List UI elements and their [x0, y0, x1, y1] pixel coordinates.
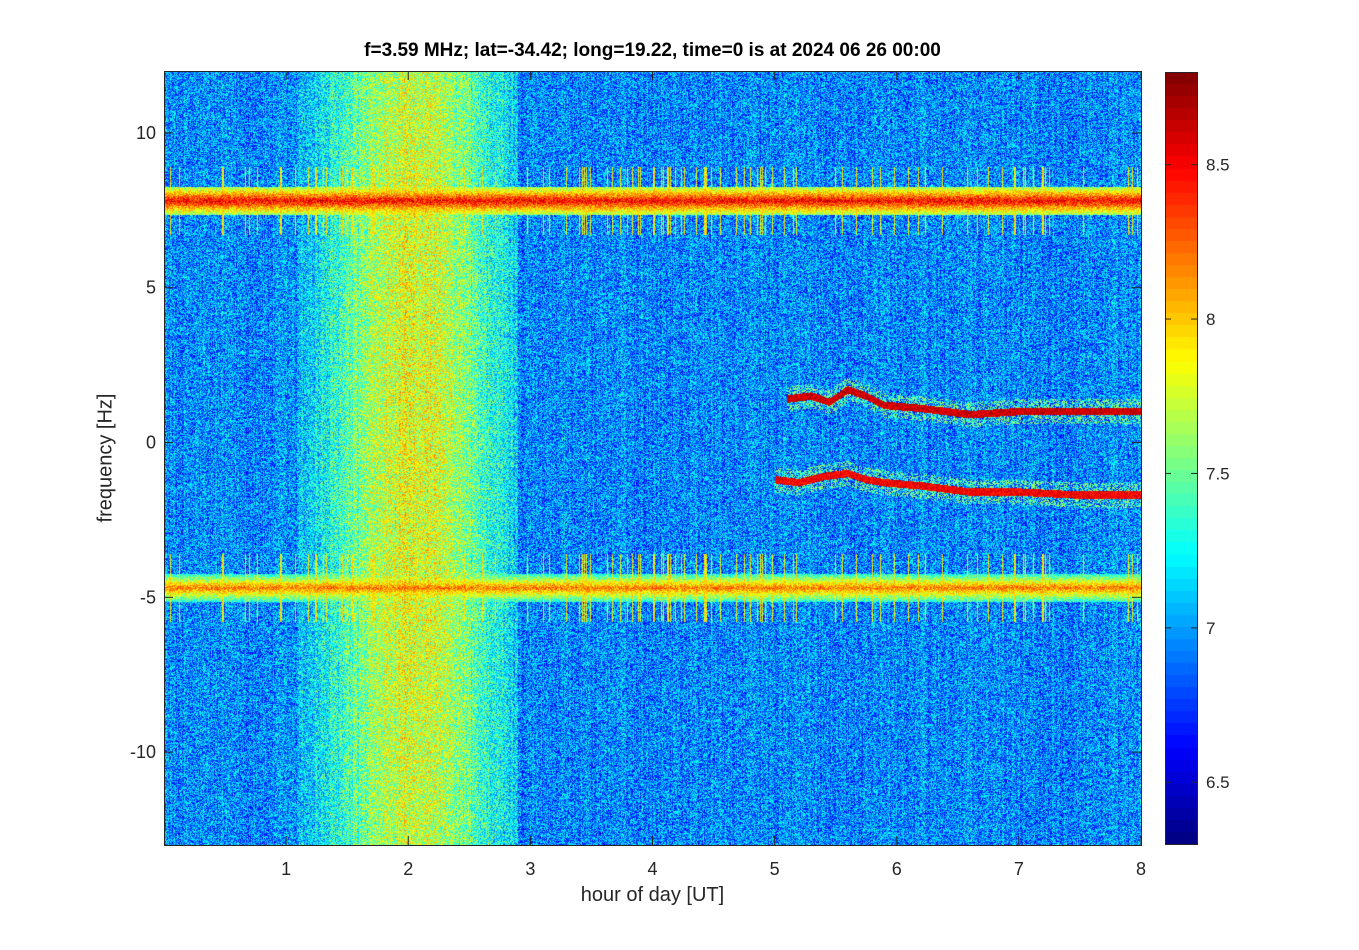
- x-tick-label: 2: [403, 859, 413, 879]
- x-tick-label: 3: [525, 859, 535, 879]
- axes-frame: [164, 71, 1198, 846]
- x-tick-label: 5: [770, 859, 780, 879]
- colorbar-tick-label: 8.5: [1206, 156, 1230, 175]
- y-tick-label: -10: [130, 742, 156, 762]
- colorbar-tick-label: 7.5: [1206, 464, 1230, 483]
- y-axis: -10 -5 0 5 10: [130, 123, 1141, 762]
- x-tick-label: 4: [647, 859, 657, 879]
- colorbar-gradient: [1165, 72, 1197, 844]
- colorbar-tick-label: 8: [1206, 310, 1215, 329]
- colorbar-axis: 6.5 7 7.5 8 8.5: [1165, 156, 1230, 792]
- x-axis: 1 2 3 4 5 6 7 8: [281, 71, 1146, 879]
- x-tick-label: 6: [892, 859, 902, 879]
- x-tick-label: 7: [1014, 859, 1024, 879]
- y-tick-label: 5: [146, 278, 156, 298]
- x-axis-label: hour of day [UT]: [580, 884, 725, 906]
- y-tick-label: 0: [146, 433, 156, 453]
- colorbar-tick-label: 7: [1206, 619, 1215, 638]
- y-axis-label: frequency [Hz]: [94, 393, 117, 523]
- colorbar-border: [1165, 72, 1198, 845]
- x-tick-label: 1: [281, 859, 291, 879]
- spectrogram-heatmap: [164, 71, 1141, 845]
- chart-title: f=3.59 MHz; lat=-34.42; long=19.22, time…: [364, 40, 941, 61]
- y-tick-label: 10: [136, 123, 156, 143]
- y-tick-label: -5: [140, 587, 156, 607]
- x-tick-label: 8: [1136, 859, 1146, 879]
- colorbar-tick-label: 6.5: [1206, 773, 1230, 792]
- plot-border: [164, 71, 1142, 846]
